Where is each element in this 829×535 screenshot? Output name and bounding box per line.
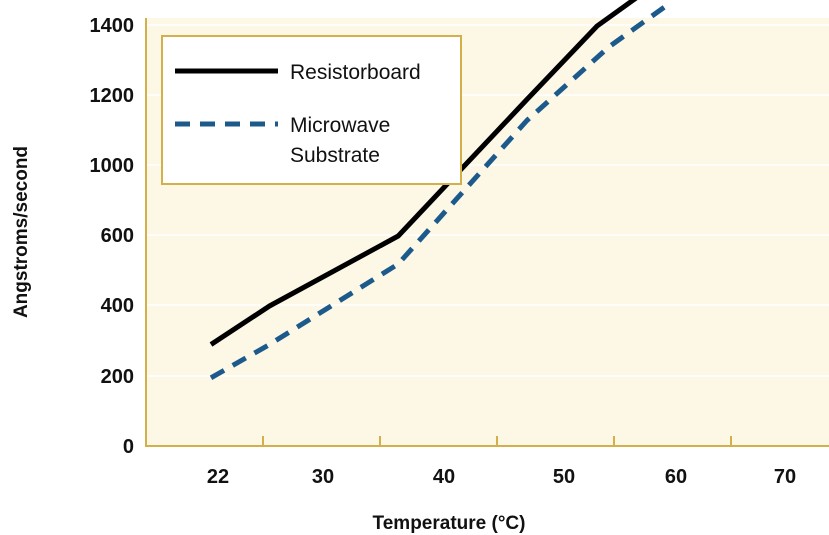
y-tick-label-600: 600 [101, 225, 134, 247]
x-tick-label-22: 22 [207, 466, 229, 488]
x-tick-label-30: 30 [312, 466, 334, 488]
y-axis-title: Angstroms/second [11, 146, 32, 318]
x-tick-label-40: 40 [433, 466, 455, 488]
legend: Resistorboard Microwave Substrate [161, 35, 462, 185]
x-tick-label-70: 70 [774, 466, 796, 488]
tick-labels: 0 200 400 600 1000 1200 1400 22 30 40 50 60 70 [90, 15, 797, 488]
series-line-microwave-substrate [209, 2, 669, 380]
x-tick-label-60: 60 [665, 466, 687, 488]
y-tick-label-400: 400 [101, 295, 134, 317]
y-tick-label-1000: 1000 [90, 155, 135, 177]
axes [145, 18, 829, 447]
y-tick-label-200: 200 [101, 366, 134, 388]
y-tick-label-0: 0 [123, 436, 134, 458]
legend-label-resistorboard: Resistorboard [290, 61, 421, 84]
y-tick-label-1200: 1200 [90, 85, 135, 107]
series-line-resistorboard [209, 0, 638, 347]
y-tick-label-1400: 1400 [90, 15, 135, 37]
x-axis-title: Temperature (°C) [373, 513, 526, 534]
legend-label-microwave: Microwave [290, 114, 390, 137]
x-tick-label-50: 50 [553, 466, 575, 488]
legend-box [161, 35, 462, 185]
series-lines [209, 0, 669, 380]
legend-label-substrate: Substrate [290, 144, 380, 167]
